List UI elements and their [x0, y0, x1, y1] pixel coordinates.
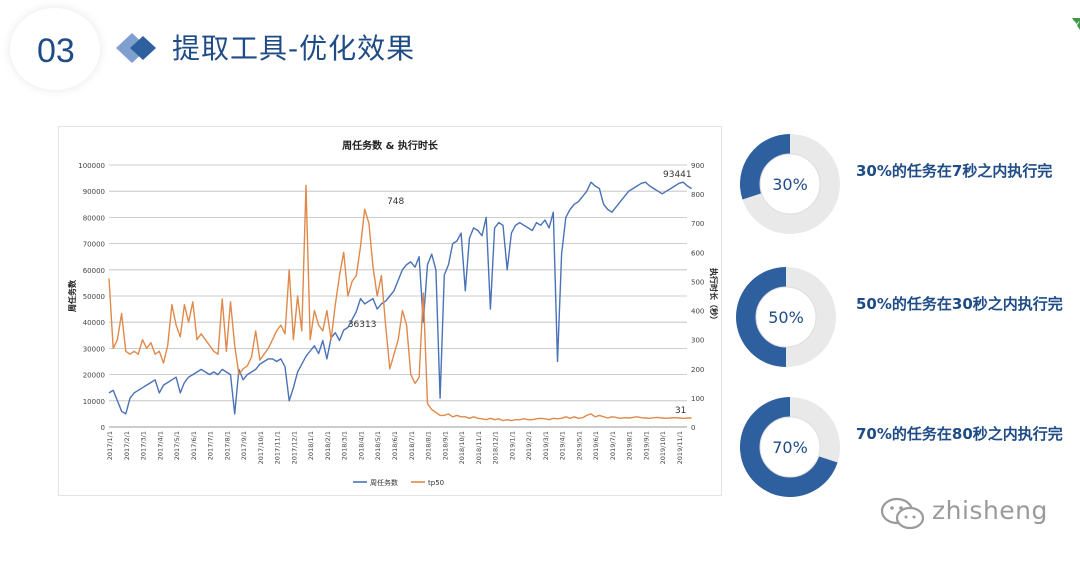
svg-text:Y: Y [1073, 21, 1080, 31]
x-tick-label: 2018/1/1 [307, 431, 315, 460]
x-tick-label: 2017/6/1 [190, 431, 198, 460]
y2-tick-label: 300 [691, 337, 704, 345]
diamond-decoration-icon [116, 33, 156, 63]
x-tick-label: 2019/7/1 [609, 431, 617, 460]
x-tick-label: 2019/5/1 [575, 431, 583, 460]
y-tick-label: 40000 [83, 319, 105, 327]
donut-hole [759, 416, 821, 478]
corner-logo-icon: Y [1072, 18, 1080, 31]
x-tick-label: 2019/8/1 [626, 431, 634, 460]
y-axis-label: 周任务数 [67, 279, 77, 312]
y2-tick-label: 100 [691, 395, 704, 403]
y-tick-label: 80000 [83, 214, 105, 222]
chart-title: 周任务数 & 执行时长 [342, 139, 439, 152]
chart-card: 周任务数 & 执行时长 0 10000 20000 30000 40000 50000 600… [58, 126, 722, 496]
x-tick-label: 2019/10/1 [659, 431, 667, 464]
x-tick-label: 2018/6/1 [391, 431, 399, 460]
stat-description: 30%的任务在7秒之内执行完 [856, 162, 1053, 180]
weekly-tasks-duration-chart: 周任务数 & 执行时长 0 10000 20000 30000 40000 50000 600… [67, 139, 719, 487]
x-tick-label: 2018/7/1 [408, 431, 416, 460]
donut-chart: 70% [739, 397, 840, 497]
x-tick-label: 2018/8/1 [425, 431, 433, 460]
x-tick-label: 2019/11/1 [676, 431, 684, 464]
y2-tick-label: 0 [691, 424, 695, 432]
x-tick-label: 2018/3/1 [341, 431, 349, 460]
x-tick-label: 2018/9/1 [441, 431, 449, 460]
stat-description: 70%的任务在80秒之内执行完 [856, 425, 1063, 443]
donut-chart: 30% [740, 134, 840, 234]
y-tick-label: 50000 [83, 293, 105, 301]
x-tick-label: 2017/9/1 [240, 431, 248, 460]
y2-tick-label: 900 [691, 162, 704, 170]
x-tick-label: 2019/3/1 [542, 431, 550, 460]
y-tick-label: 20000 [83, 372, 105, 380]
stat-item: 50% 50%的任务在30秒之内执行完 [734, 265, 1080, 371]
y2-tick-label: 600 [691, 249, 704, 257]
series-line-tp50 [108, 184, 692, 422]
x-tick-label: 2017/12/1 [290, 431, 298, 464]
x-tick-label: 2018/11/1 [475, 431, 483, 464]
x-tick-label: 2019/4/1 [559, 431, 567, 460]
y-tick-label: 70000 [83, 241, 105, 249]
x-tick-label: 2017/7/1 [207, 431, 215, 460]
data-label: 93441 [663, 170, 692, 180]
legend-label: tp50 [428, 479, 444, 487]
x-tick-label: 2018/12/1 [492, 431, 500, 464]
donut-percent-label: 70% [772, 438, 808, 457]
stat-item: 30% 30%的任务在7秒之内执行完 [738, 132, 1080, 238]
stat-item: 70% 70%的任务在80秒之内执行完 [738, 395, 1080, 501]
y2-tick-label: 500 [691, 278, 704, 286]
y-tick-label: 60000 [83, 267, 105, 275]
x-tick-label: 2017/3/1 [140, 431, 148, 460]
x-tick-label: 2019/6/1 [592, 431, 600, 460]
x-tick-label: 2018/2/1 [324, 431, 332, 460]
section-number: 03 [37, 32, 75, 70]
y2-tick-label: 400 [691, 308, 704, 316]
section-number-badge: 03 [10, 8, 100, 90]
y2-axis-label: 执行时长（秒） [709, 268, 719, 324]
y2-tick-label: 800 [691, 191, 704, 199]
donut-hole [759, 153, 821, 215]
page-title: 提取工具-优化效果 [172, 32, 416, 65]
x-tick-label: 2017/2/1 [123, 431, 131, 460]
wechat-icon [880, 497, 925, 530]
data-label: 36313 [348, 320, 377, 330]
stat-description: 50%的任务在30秒之内执行完 [856, 295, 1063, 313]
x-tick-label: 2017/1/1 [106, 431, 114, 460]
x-tick-label: 2017/10/1 [257, 431, 265, 464]
series-line-weekly-tasks [108, 181, 692, 415]
x-tick-label: 2017/4/1 [156, 431, 164, 460]
y2-tick-label: 700 [691, 220, 704, 228]
data-label: 748 [387, 197, 404, 207]
x-tick-label: 2019/9/1 [642, 431, 650, 460]
x-tick-label: 2018/5/1 [374, 431, 382, 460]
x-tick-label: 2017/8/1 [223, 431, 231, 460]
y-tick-label: 10000 [83, 398, 105, 406]
legend-label: 周任务数 [370, 478, 398, 487]
x-tick-label: 2017/11/1 [274, 431, 282, 464]
x-tick-label: 2018/10/1 [458, 431, 466, 464]
y-tick-label: 30000 [83, 345, 105, 353]
watermark-text: zhisheng [932, 496, 1048, 525]
x-tick-label: 2017/5/1 [173, 431, 181, 460]
donut-percent-label: 30% [772, 175, 808, 194]
y-tick-label: 100000 [78, 162, 105, 170]
y-tick-label: 0 [101, 424, 105, 432]
x-tick-label: 2019/1/1 [508, 431, 516, 460]
y2-tick-label: 200 [691, 366, 704, 374]
x-tick-label: 2019/2/1 [525, 431, 533, 460]
data-label: 31 [675, 406, 686, 416]
y-tick-label: 90000 [83, 188, 105, 196]
donut-hole [755, 286, 817, 348]
donut-chart: 50% [736, 267, 836, 367]
x-tick-label: 2018/4/1 [357, 431, 365, 460]
donut-percent-label: 50% [768, 308, 804, 327]
